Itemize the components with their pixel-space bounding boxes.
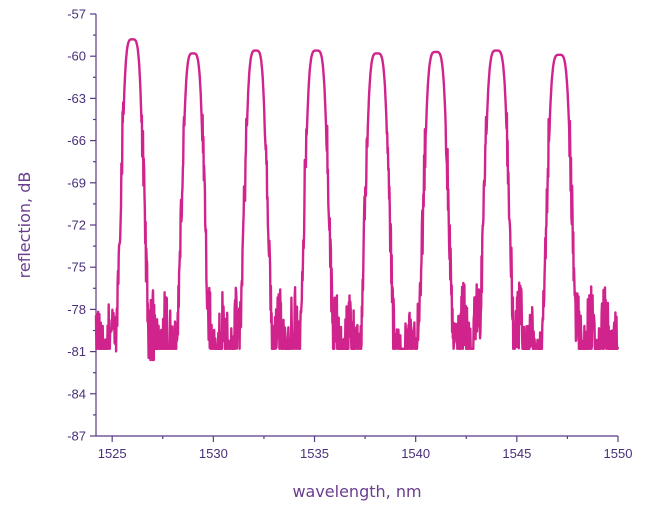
x-tick-label: 1540 [401,446,430,461]
y-axis-title: reflection, dB [15,172,34,279]
y-ticks: -57 -60 -63 -66 -69 -72 -75 -78 -81 -84 -87 [67,7,96,444]
y-tick-label: -63 [67,91,86,106]
x-tick-label: 1530 [199,446,228,461]
x-axis: 1525 1530 1535 1540 1545 1550 [96,435,633,461]
y-tick-label: -87 [67,429,86,444]
plot-area [94,38,620,362]
x-tick-label: 1545 [502,446,531,461]
x-tick-label: 1525 [98,446,127,461]
y-tick-label: -81 [67,344,86,359]
y-tick-label: -66 [67,133,86,148]
y-tick-label: -78 [67,302,86,317]
x-axis-title: wavelength, nm [292,482,421,501]
y-tick-label: -69 [67,175,86,190]
y-tick-label: -75 [67,260,86,275]
y-axis: -57 -60 -63 -66 -69 -72 -75 -78 -81 -84 -87 [67,7,97,444]
x-tick-label: 1535 [300,446,329,461]
series-line-reflection [94,38,620,362]
y-tick-label: -57 [67,7,86,22]
x-ticks: 1525 1530 1535 1540 1545 1550 [98,436,633,461]
x-tick-label: 1550 [604,446,633,461]
y-tick-label: -60 [67,49,86,64]
y-tick-label: -84 [67,386,86,401]
y-tick-label: -72 [67,218,86,233]
